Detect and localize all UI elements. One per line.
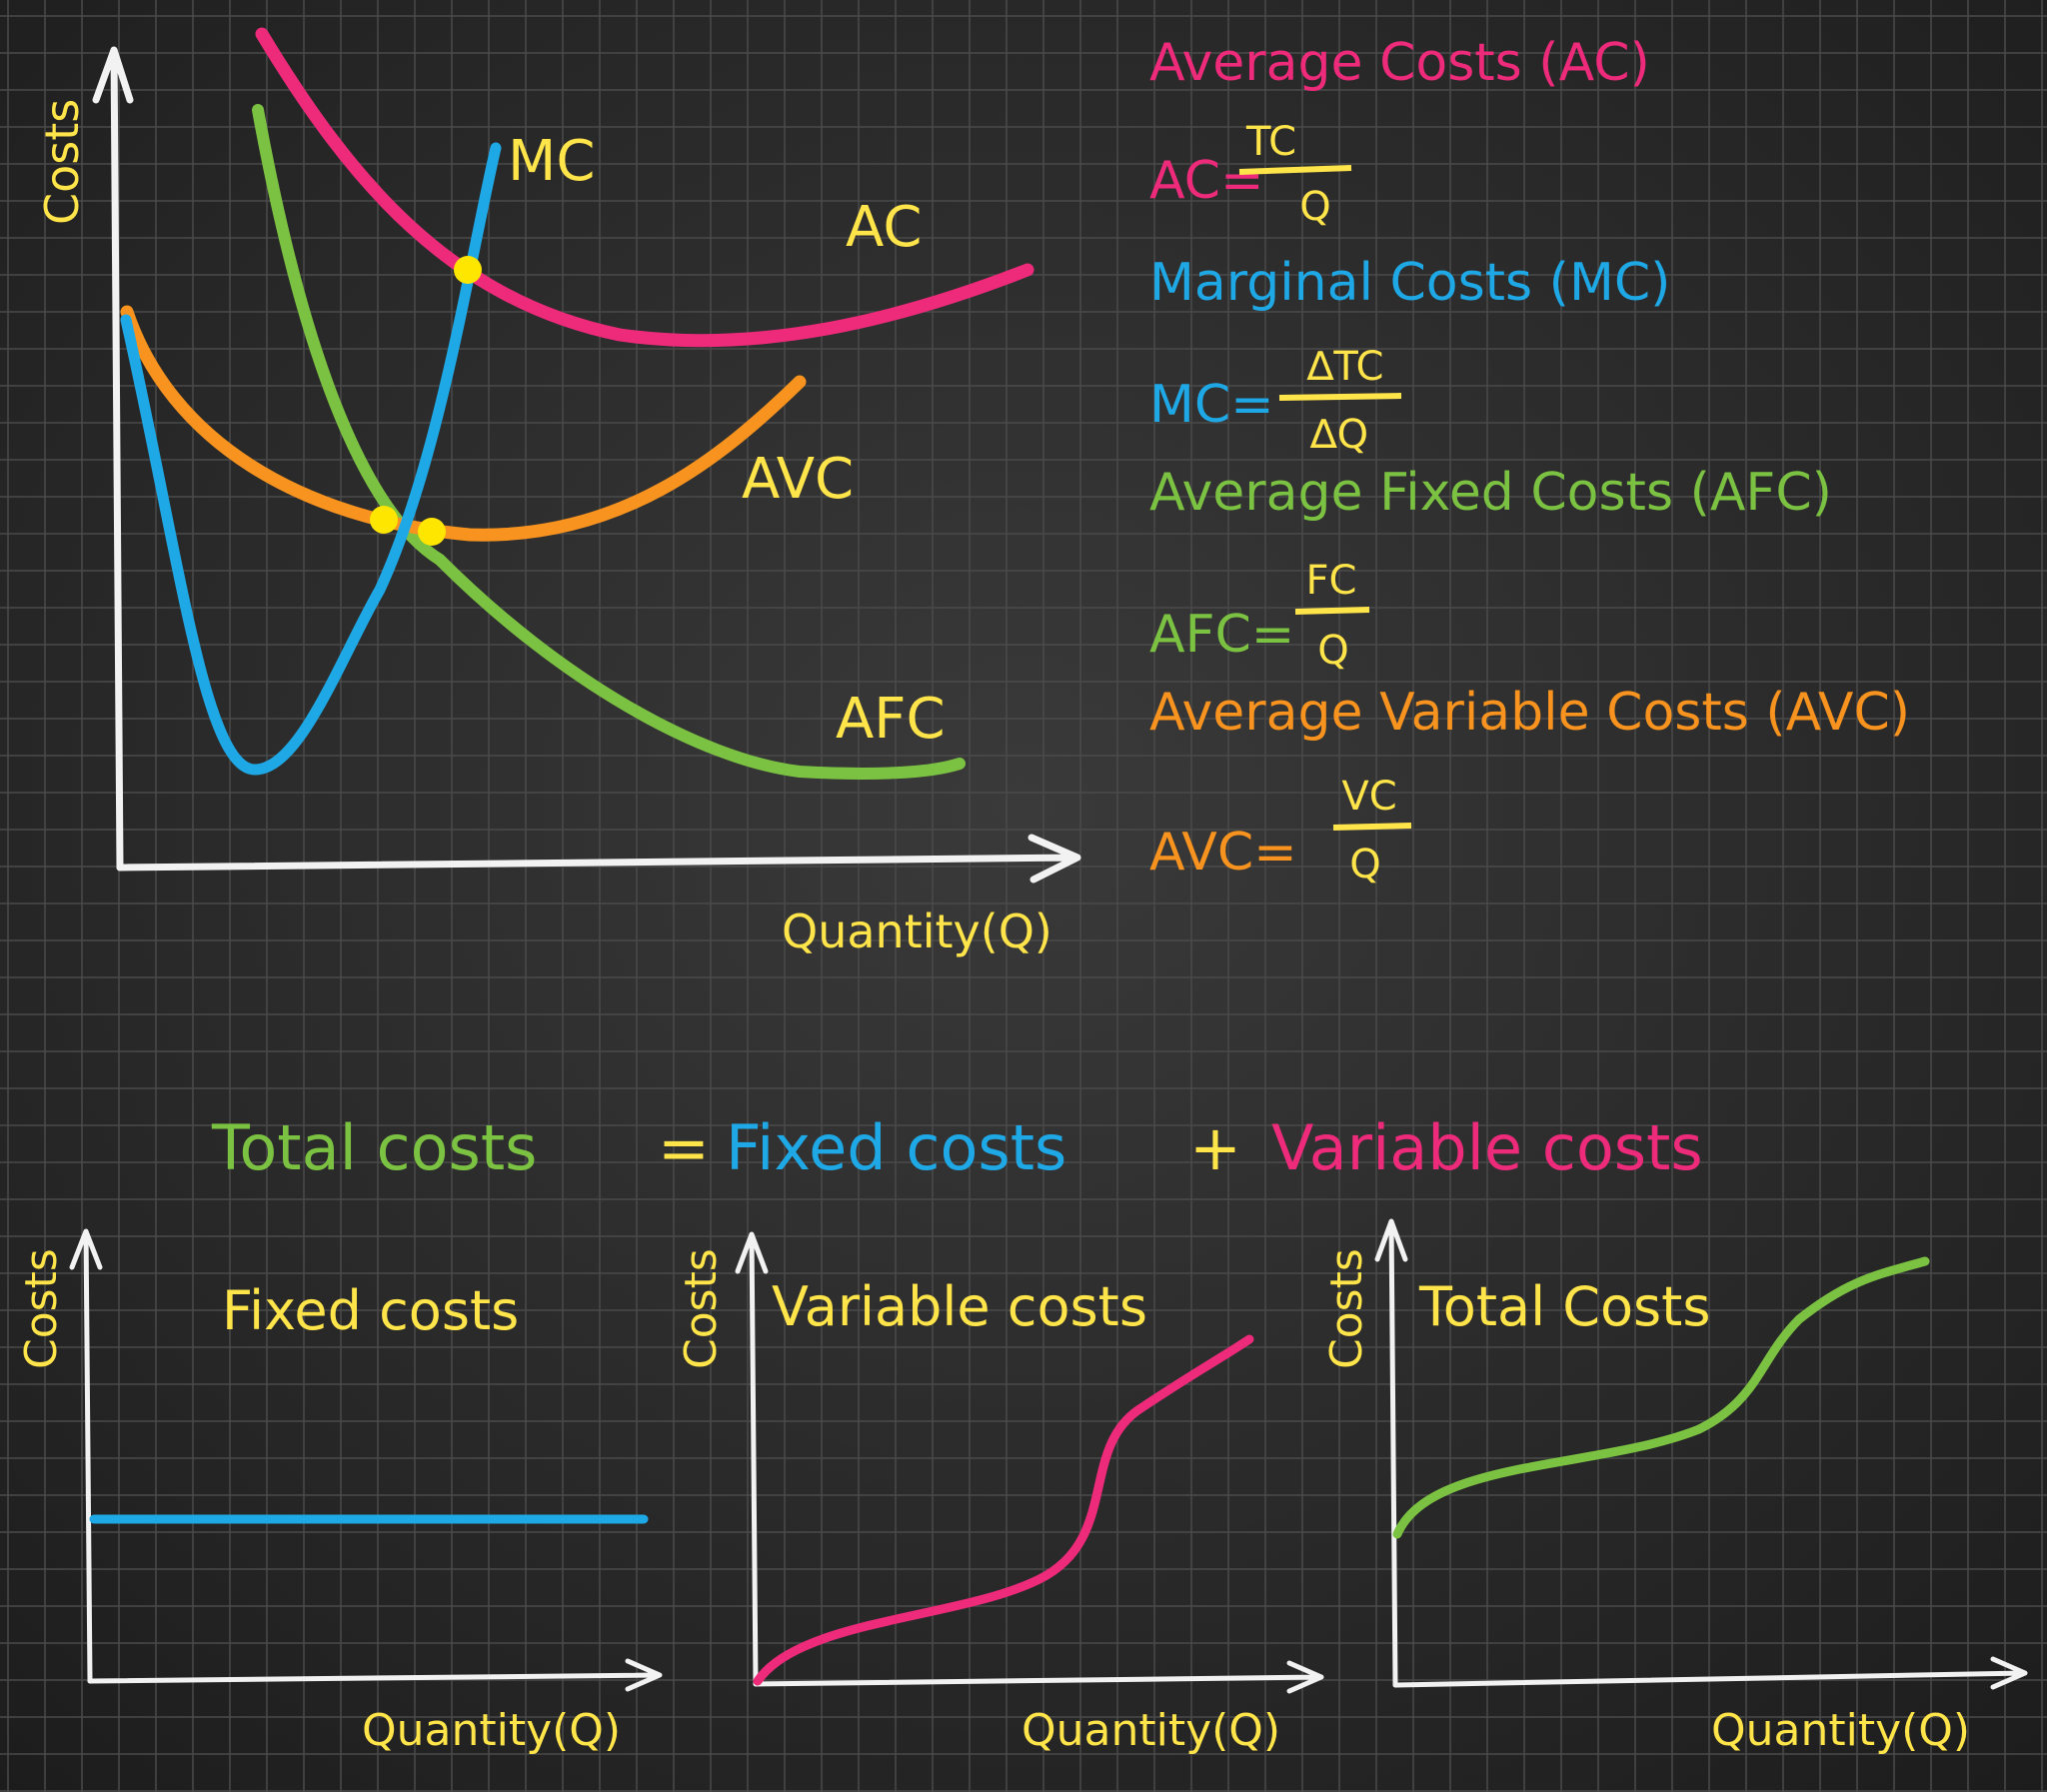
total-costs-graph [1374, 1218, 2028, 1690]
equation-fixed-costs: Fixed costs [726, 1111, 1066, 1184]
intersection-avc-afc [418, 518, 446, 546]
main-x-axis [116, 834, 1081, 884]
afc-definition-title: Average Fixed Costs (AFC) [1149, 463, 1832, 523]
variable-costs-x-axis [753, 1660, 1324, 1694]
ac-formula-denominator: Q [1299, 184, 1330, 230]
intersection-mc-avc [370, 506, 398, 534]
intersection-mc-ac [454, 256, 482, 284]
afc-fraction-bar [1294, 607, 1370, 615]
variable-costs-y-axis [735, 1231, 769, 1687]
avc-curve-label: AVC [742, 447, 854, 512]
mc-curve [120, 142, 502, 776]
afc-curve-label: AFC [836, 687, 946, 752]
mc-formula-denominator: ∆Q [1309, 412, 1368, 458]
variable-costs-y-axis-label: Costs [676, 1248, 727, 1369]
afc-formula-lhs: AFC= [1149, 605, 1294, 665]
ac-curve-label: AC [846, 195, 922, 260]
avc-definition-title: Average Variable Costs (AVC) [1149, 683, 1910, 743]
fixed-costs-y-axis-label: Costs [16, 1248, 67, 1369]
total-cost-equation: Total costs = Fixed costs + Variable cos… [211, 1111, 1703, 1184]
ac-curve [255, 27, 1034, 348]
mc-formula-numerator: ∆TC [1306, 344, 1384, 390]
fixed-costs-graph [69, 1228, 663, 1692]
variable-costs-title: Variable costs [772, 1275, 1147, 1338]
equation-plus-sign: + [1189, 1111, 1241, 1184]
avc-formula-numerator: VC [1341, 774, 1396, 820]
fixed-costs-y-axis [69, 1228, 103, 1684]
equation-equals-sign: = [658, 1111, 710, 1184]
ac-fraction-bar [1238, 165, 1352, 175]
ac-formula-numerator: TC [1245, 119, 1296, 165]
avc-formula-lhs: AVC= [1149, 823, 1297, 883]
total-costs-x-axis [1392, 1656, 2028, 1690]
equation-variable-costs: Variable costs [1271, 1111, 1703, 1184]
total-costs-x-axis-label: Quantity(Q) [1711, 1705, 1970, 1756]
avc-fraction-bar [1332, 823, 1412, 831]
variable-costs-x-axis-label: Quantity(Q) [1022, 1705, 1280, 1756]
main-y-axis [92, 46, 134, 872]
total-costs-curve [1392, 1256, 1930, 1539]
main-graph [92, 27, 1081, 884]
total-costs-y-axis [1374, 1218, 1408, 1688]
ac-definition-title: Average Costs (AC) [1149, 33, 1650, 93]
fixed-costs-x-axis-label: Quantity(Q) [362, 1705, 621, 1756]
avc-curve [120, 305, 807, 542]
variable-costs-graph [735, 1231, 1324, 1694]
mc-definition-title: Marginal Costs (MC) [1149, 253, 1670, 313]
mc-fraction-bar [1278, 393, 1402, 401]
fixed-costs-x-axis [87, 1658, 663, 1692]
avc-formula-denominator: Q [1349, 842, 1380, 888]
total-costs-y-axis-label: Costs [1321, 1248, 1372, 1369]
ac-formula-lhs: AC= [1149, 151, 1264, 211]
afc-curve [252, 104, 966, 780]
mc-formula-lhs: MC= [1149, 375, 1274, 435]
definitions-panel: Average Costs (AC) AC= TC Q Marginal Cos… [1149, 33, 1910, 888]
variable-costs-curve [753, 1334, 1254, 1686]
mc-curve-label: MC [508, 129, 595, 194]
afc-formula-numerator: FC [1306, 558, 1357, 604]
total-costs-title: Total Costs [1418, 1275, 1710, 1338]
afc-formula-denominator: Q [1317, 628, 1348, 674]
equation-total-costs: Total costs [211, 1111, 537, 1184]
fixed-costs-title: Fixed costs [222, 1279, 519, 1342]
main-x-axis-label: Quantity(Q) [782, 904, 1052, 958]
main-y-axis-label: Costs [35, 99, 89, 225]
